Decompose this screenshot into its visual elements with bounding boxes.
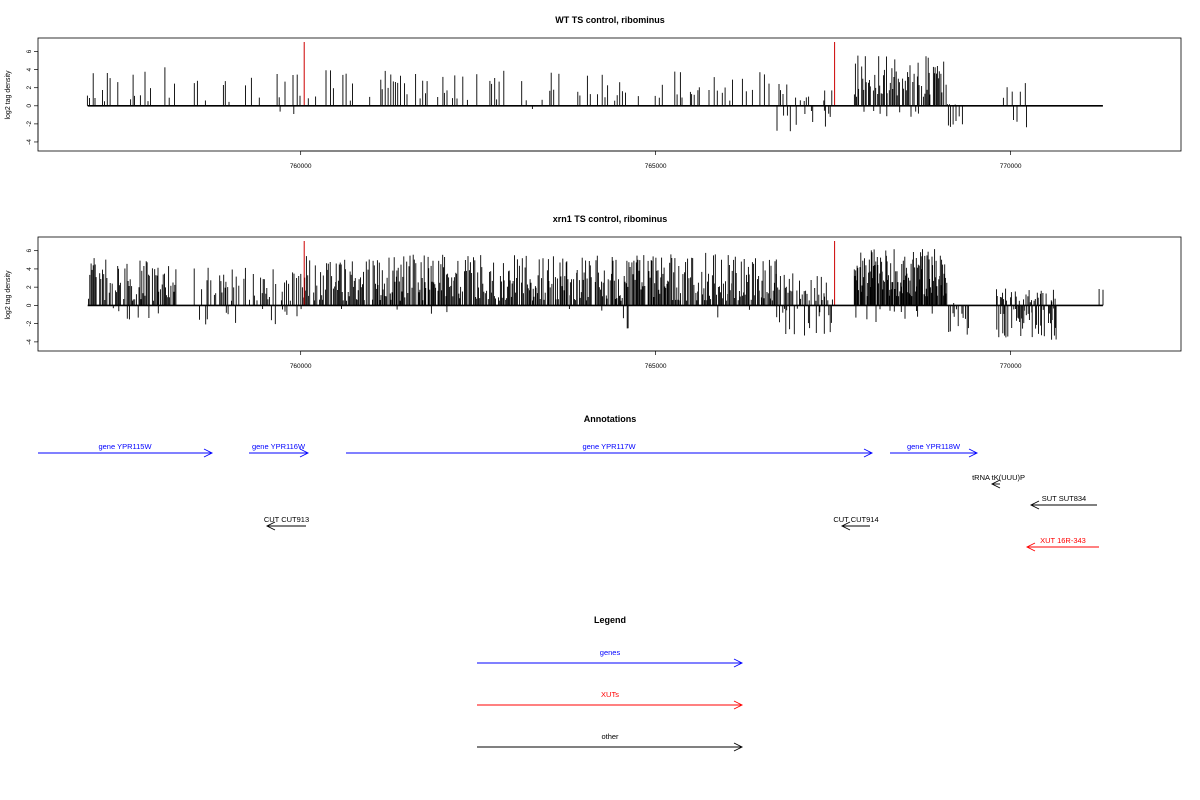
x-tick-label: 765000	[645, 163, 667, 170]
xrn1-y-axis: -4 -2 0 2 4 6	[26, 248, 39, 345]
x-tick-label: 765000	[645, 363, 667, 370]
annotation-label: gene YPR116W	[252, 442, 306, 451]
annotation-other: CUT CUT914	[833, 515, 879, 531]
annotation-label: CUT CUT914	[833, 515, 878, 524]
annotation-label: SUT SUT834	[1042, 494, 1086, 503]
legend-title: Legend	[594, 615, 626, 625]
annotation-arrow	[249, 448, 310, 458]
annotation-gene: gene YPR116W	[249, 442, 310, 458]
annotation-arrow	[990, 479, 1001, 489]
annotation-label: gene YPR117W	[582, 442, 636, 451]
xrn1-markers	[303, 241, 836, 306]
legend: Legend genes XUTs other	[477, 615, 744, 752]
annotation-other: tRNA tK(UUU)P	[972, 473, 1025, 489]
legend-label: XUTs	[601, 690, 619, 699]
legend-item-other: other	[477, 732, 744, 752]
xrn1-coverage-panel: xrn1 TS control, ribominus log2 tag dens…	[5, 214, 1182, 370]
annotation-arrow	[1029, 500, 1097, 510]
x-tick-label: 760000	[290, 163, 312, 170]
annotation-gene: gene YPR118W	[890, 442, 979, 458]
annotation-arrow	[890, 448, 979, 458]
annotation-arrow	[840, 521, 870, 531]
annotation-other: SUT SUT834	[1029, 494, 1097, 510]
xrn1-x-axis: 760000 765000 770000	[290, 350, 1022, 370]
wt-y-axis: -4 -2 0 2 4 6	[26, 49, 39, 145]
legend-label: other	[601, 732, 619, 741]
annotation-gene: gene YPR115W	[38, 442, 214, 458]
legend-arrow	[477, 742, 744, 752]
annotation-gene: gene YPR117W	[346, 442, 874, 458]
xrn1-coverage-bars	[88, 249, 1104, 340]
annotation-label: tRNA tK(UUU)P	[972, 473, 1025, 482]
annotation-arrow	[265, 521, 306, 531]
wt-y-axis-label: log2 tag density	[5, 70, 12, 120]
y-tick-label: 4	[26, 267, 33, 271]
legend-arrow	[477, 700, 744, 710]
y-tick-label: -2	[26, 121, 33, 127]
x-tick-label: 770000	[1000, 363, 1022, 370]
y-tick-label: -4	[26, 139, 33, 145]
annotation-arrow	[346, 448, 874, 458]
y-tick-label: 0	[26, 303, 33, 307]
annotation-arrow	[38, 448, 214, 458]
legend-item-gene: genes	[477, 648, 744, 668]
x-tick-label: 760000	[290, 363, 312, 370]
y-tick-label: 2	[26, 86, 33, 90]
legend-arrow	[477, 658, 744, 668]
annotation-label: CUT CUT913	[264, 515, 309, 524]
annotation-label: XUT 16R-343	[1040, 536, 1086, 545]
annotation-label: gene YPR118W	[907, 442, 961, 451]
xrn1-y-axis-label: log2 tag density	[5, 270, 12, 320]
annotation-arrow	[1025, 542, 1099, 552]
legend-label: genes	[600, 648, 621, 657]
legend-items: genes XUTs other	[477, 648, 744, 752]
wt-panel-title: WT TS control, ribominus	[555, 15, 665, 25]
wt-markers	[303, 42, 836, 106]
y-tick-label: -4	[26, 339, 33, 345]
x-tick-label: 770000	[1000, 163, 1022, 170]
wt-coverage-bars	[86, 55, 1027, 132]
y-tick-label: -2	[26, 320, 33, 326]
y-tick-label: 0	[26, 104, 33, 108]
legend-item-xut: XUTs	[477, 690, 744, 710]
xrn1-panel-title: xrn1 TS control, ribominus	[553, 214, 668, 224]
annotation-features: gene YPR115W gene YPR116W gene YPR117W gene…	[38, 442, 1099, 552]
annotation-other: CUT CUT913	[264, 515, 309, 531]
y-tick-label: 4	[26, 67, 33, 71]
annotations-title: Annotations	[584, 414, 637, 424]
annotation-label: gene YPR115W	[98, 442, 152, 451]
annotations-track: Annotations gene YPR115W gene YPR116W gene…	[38, 414, 1099, 552]
y-tick-label: 2	[26, 285, 33, 289]
wt-x-axis: 760000 765000 770000	[290, 150, 1022, 170]
wt-coverage-panel: WT TS control, ribominus log2 tag densit…	[5, 15, 1182, 170]
y-tick-label: 6	[26, 49, 33, 53]
annotation-xut: XUT 16R-343	[1025, 536, 1099, 552]
y-tick-label: 6	[26, 248, 33, 252]
